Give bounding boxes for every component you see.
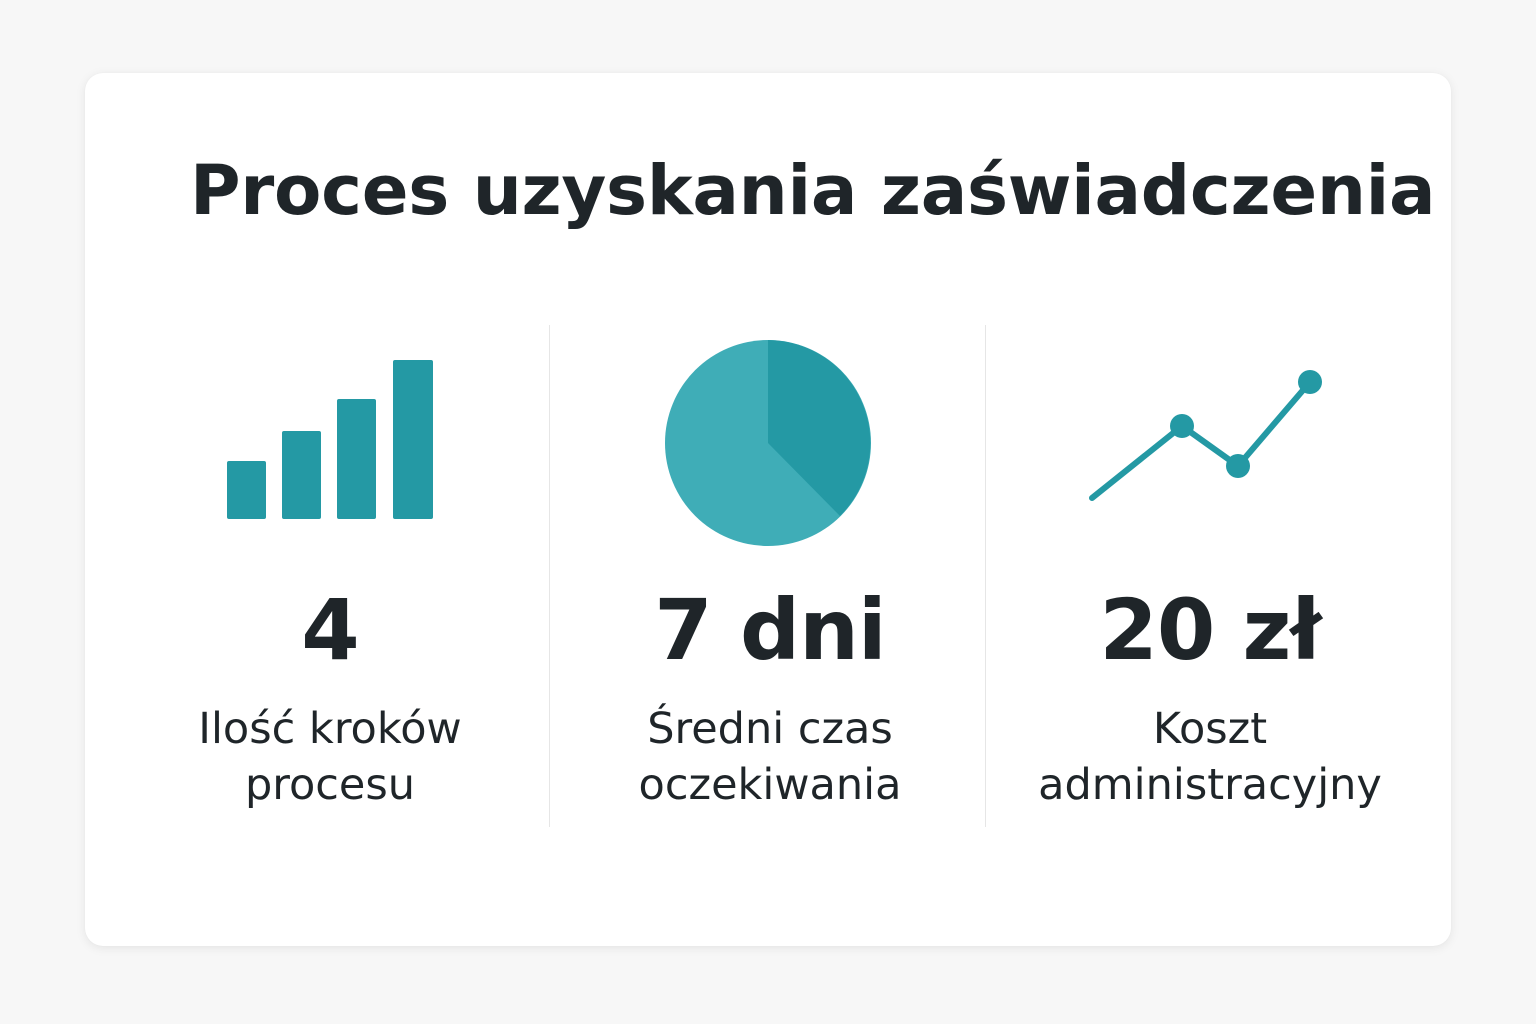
- page-title: Proces uzyskania zaświadczenia: [190, 151, 1436, 231]
- divider: [549, 325, 550, 827]
- stat-cost: 20 zł Koszt administracyjny: [1000, 323, 1420, 843]
- pie-chart-icon: [665, 340, 871, 546]
- stat-value: 4: [301, 581, 359, 679]
- stat-label-line: oczekiwania: [638, 760, 902, 810]
- bar-chart-icon: [227, 360, 433, 519]
- stat-steps: 4 Ilość kroków procesu: [120, 323, 540, 843]
- divider: [985, 325, 986, 827]
- stat-label-line: procesu: [244, 760, 416, 810]
- stat-value: 7 dni: [654, 581, 886, 679]
- stat-label-line: Ilość kroków: [198, 704, 462, 754]
- stat-label-line: Koszt: [1152, 704, 1268, 754]
- stat-label-line: Średni czas: [647, 704, 893, 754]
- stat-label: Koszt administracyjny: [1000, 701, 1420, 813]
- stat-wait-time: 7 dni Średni czas oczekiwania: [560, 323, 980, 843]
- stats-card: Proces uzyskania zaświadczenia 4 Ilość k…: [85, 73, 1451, 946]
- stat-label: Średni czas oczekiwania: [560, 701, 980, 813]
- stat-label: Ilość kroków procesu: [120, 701, 540, 813]
- line-chart-icon: [1089, 370, 1322, 501]
- stat-value: 20 zł: [1099, 581, 1321, 679]
- stat-label-line: administracyjny: [1038, 760, 1382, 810]
